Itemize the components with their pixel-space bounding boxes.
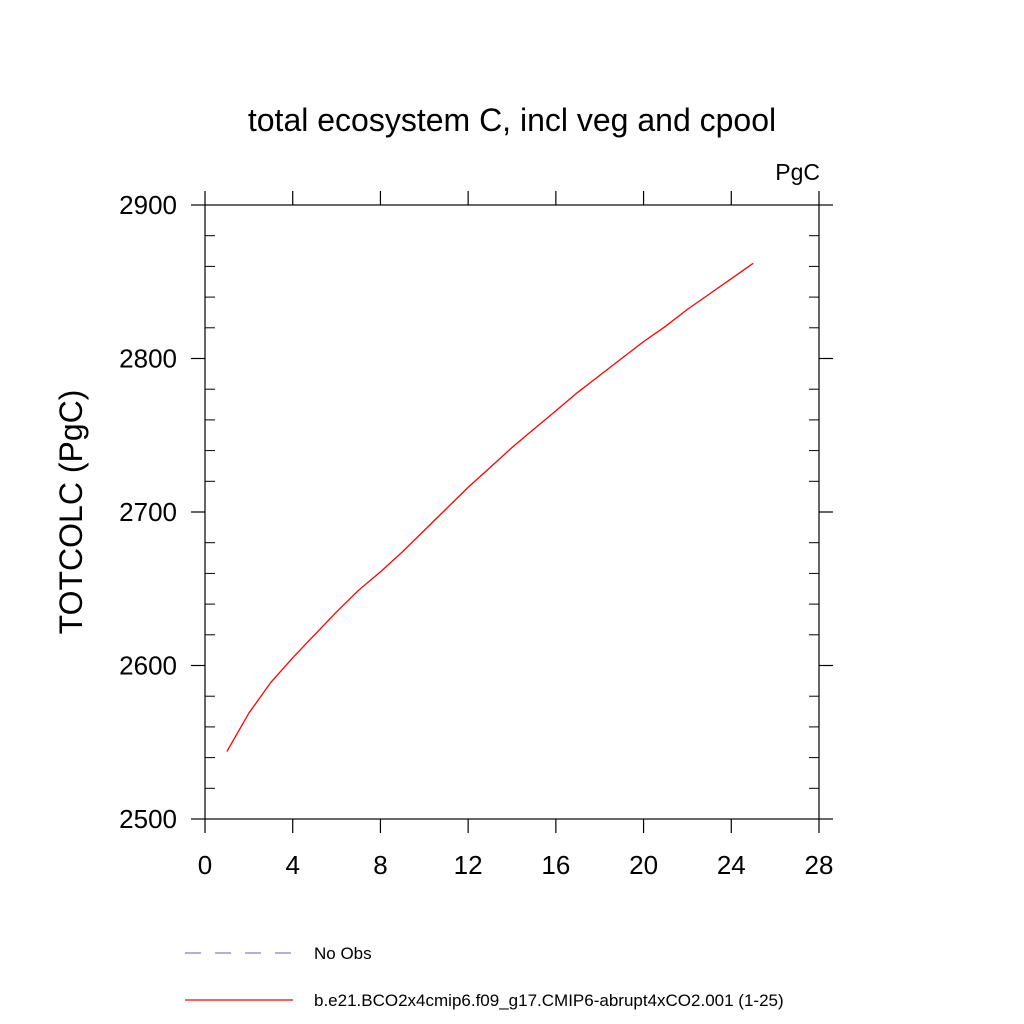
y-tick-label: 2700 [119,497,177,527]
x-tick-label: 20 [629,850,658,880]
x-tick-label: 8 [373,850,387,880]
series-lines [226,262,754,752]
legend-label-run: b.e21.BCO2x4cmip6.f09_g17.CMIP6-abrupt4x… [314,991,784,1010]
x-tick-label: 16 [541,850,570,880]
series-line-0 [226,262,754,752]
axis-tick-labels: 0 4 8 12 16 20 24 28 2500 2600 2700 2800 2900 [119,190,833,880]
x-tick-label: 0 [198,850,212,880]
legend-label-no-obs: No Obs [314,944,372,963]
units-label: PgC [775,159,820,185]
legend: No Obs b.e21.BCO2x4cmip6.f09_g17.CMIP6-a… [185,944,784,1010]
y-tick-label: 2900 [119,190,177,220]
axis-ticks [191,191,833,833]
y-tick-label: 2600 [119,651,177,681]
y-tick-label: 2800 [119,344,177,374]
x-tick-label: 28 [805,850,834,880]
x-tick-label: 24 [717,850,746,880]
x-tick-label: 4 [285,850,299,880]
chart-title: total ecosystem C, incl veg and cpool [248,102,776,138]
plot-frame [204,204,820,820]
x-tick-label: 12 [454,850,483,880]
y-axis-label: TOTCOLC (PgC) [53,390,89,635]
y-tick-label: 2500 [119,804,177,834]
